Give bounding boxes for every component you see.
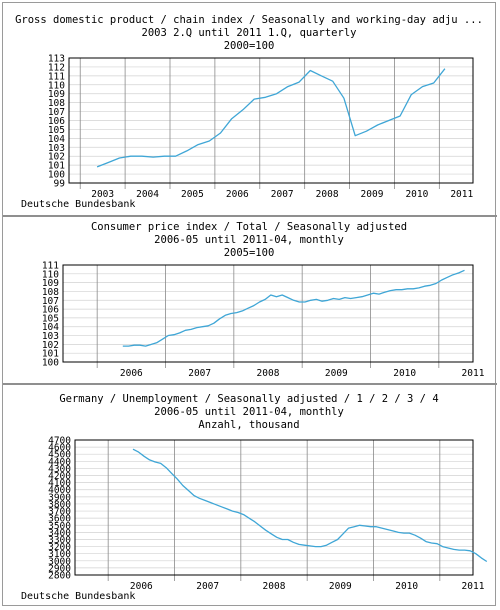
y-tick-label: 100 (42, 358, 59, 369)
y-tick-label: 103 (48, 143, 65, 154)
panel-divider (3, 383, 497, 385)
y-tick-label: 109 (48, 89, 65, 100)
plot-area (68, 57, 474, 184)
y-tick-label: 2900 (48, 563, 71, 574)
gdp-chart-subtitle: 2003 2.Q until 2011 1.Q, quarterly (142, 27, 357, 39)
x-tick-label: 2006 (226, 189, 249, 200)
cpi-chart-panel: Consumer price index / Total / Seasonall… (3, 217, 497, 383)
y-tick-label: 102 (48, 152, 65, 163)
y-tick-label: 111 (42, 261, 59, 272)
gdp-chart-source: Deutsche Bundesbank (21, 199, 135, 210)
x-tick-label: 2008 (263, 581, 286, 592)
plot-area (74, 439, 474, 576)
unemployment-chart-subtitle: 2006-05 until 2011-04, monthly (154, 406, 344, 418)
x-tick-label: 2007 (188, 368, 211, 379)
y-tick-label: 3600 (48, 514, 71, 525)
series-line (122, 269, 465, 347)
y-tick-label: 4300 (48, 464, 71, 475)
y-tick-label: 107 (42, 296, 59, 307)
y-tick-label: 101 (48, 161, 65, 172)
unemployment-chart-unit: Anzahl, thousand (198, 419, 299, 431)
series-line (132, 448, 488, 563)
y-tick-label: 109 (42, 278, 59, 289)
y-tick-label: 102 (42, 340, 59, 351)
y-tick-label: 3800 (48, 499, 71, 510)
gdp-chart-panel: Gross domestic product / chain index / S… (3, 3, 497, 215)
y-tick-label: 99 (54, 179, 66, 190)
y-tick-label: 108 (48, 98, 65, 109)
gdp-chart-unit: 2000=100 (224, 40, 275, 52)
y-tick-label: 108 (42, 287, 59, 298)
x-tick-label: 2009 (361, 189, 384, 200)
unemployment-chart-title: Germany / Unemployment / Seasonally adju… (59, 393, 438, 405)
y-tick-label: 3200 (48, 542, 71, 553)
x-tick-label: 2009 (329, 581, 352, 592)
x-tick-label: 2011 (462, 368, 485, 379)
y-tick-label: 3900 (48, 492, 71, 503)
y-tick-label: 3400 (48, 528, 71, 539)
y-tick-label: 113 (48, 54, 65, 65)
y-tick-label: 3000 (48, 556, 71, 567)
cpi-chart-title: Consumer price index / Total / Seasonall… (91, 221, 407, 233)
gdp-chart-title: Gross domestic product / chain index / S… (15, 14, 483, 26)
y-tick-label: 4600 (48, 443, 71, 454)
y-tick-label: 110 (42, 269, 59, 280)
gdp-chart: Gross domestic product / chain index / S… (15, 14, 483, 210)
x-tick-label: 2007 (196, 581, 219, 592)
y-tick-label: 104 (42, 322, 59, 333)
x-tick-label: 2006 (130, 581, 153, 592)
y-tick-label: 106 (42, 305, 59, 316)
x-tick-label: 2011 (450, 189, 473, 200)
y-tick-label: 107 (48, 107, 65, 118)
y-tick-label: 101 (42, 349, 59, 360)
x-tick-label: 2005 (181, 189, 204, 200)
x-tick-label: 2006 (120, 368, 143, 379)
x-tick-label: 2010 (395, 581, 418, 592)
y-tick-label: 112 (48, 62, 65, 73)
x-tick-label: 2007 (271, 189, 294, 200)
series-line (96, 68, 446, 168)
x-tick-label: 2010 (393, 368, 416, 379)
y-tick-label: 4000 (48, 485, 71, 496)
cpi-chart-subtitle: 2006-05 until 2011-04, monthly (154, 234, 344, 246)
y-tick-label: 103 (42, 331, 59, 342)
x-tick-label: 2008 (316, 189, 339, 200)
unemployment-chart-source: Deutsche Bundesbank (21, 591, 135, 602)
y-tick-label: 3700 (48, 507, 71, 518)
unemployment-chart-panel: Germany / Unemployment / Seasonally adju… (3, 385, 497, 605)
x-tick-label: 2010 (405, 189, 428, 200)
y-tick-label: 2800 (48, 571, 71, 582)
y-tick-label: 3100 (48, 549, 71, 560)
x-tick-label: 2004 (136, 189, 159, 200)
y-tick-label: 111 (48, 71, 65, 82)
y-tick-label: 4500 (48, 450, 71, 461)
cpi-chart: Consumer price index / Total / Seasonall… (42, 221, 485, 379)
unemployment-chart: Germany / Unemployment / Seasonally adju… (21, 393, 488, 602)
y-tick-label: 4200 (48, 471, 71, 482)
plot-area (62, 264, 474, 363)
x-tick-label: 2003 (91, 189, 114, 200)
x-tick-label: 2011 (462, 581, 485, 592)
y-tick-label: 104 (48, 134, 65, 145)
y-tick-label: 3300 (48, 535, 71, 546)
y-tick-label: 4700 (48, 436, 71, 447)
y-tick-label: 100 (48, 170, 65, 181)
y-tick-label: 105 (48, 125, 65, 136)
y-tick-label: 4400 (48, 457, 71, 468)
y-tick-label: 4100 (48, 478, 71, 489)
y-tick-label: 3500 (48, 521, 71, 532)
y-tick-label: 110 (48, 80, 65, 91)
y-tick-label: 106 (48, 116, 65, 127)
x-tick-label: 2008 (257, 368, 280, 379)
panel-divider (3, 215, 497, 217)
cpi-chart-unit: 2005=100 (224, 247, 275, 259)
x-tick-label: 2009 (325, 368, 348, 379)
y-tick-label: 105 (42, 313, 59, 324)
